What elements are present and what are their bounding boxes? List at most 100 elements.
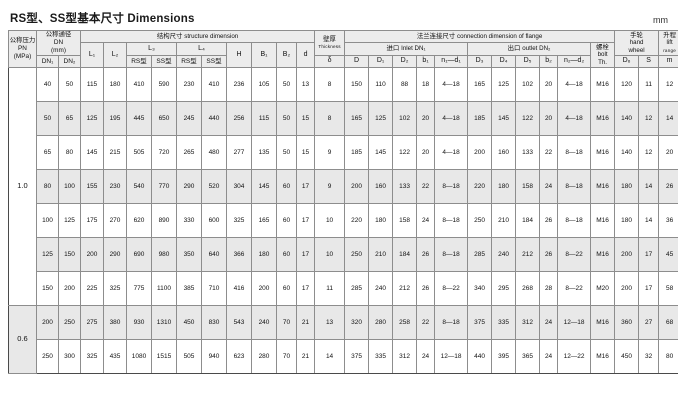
cell-H: 277 <box>226 135 252 170</box>
cell-H: 236 <box>226 67 252 102</box>
cell-m: 14 <box>658 101 678 136</box>
cell-B2: 50 <box>276 135 297 170</box>
cell-B1: 135 <box>251 135 277 170</box>
header-dn1: DN₁ <box>36 55 59 68</box>
cell-D3: 375 <box>467 305 493 340</box>
cell-d: 15 <box>295 135 316 170</box>
cell-L3ss: 650 <box>151 101 177 136</box>
cell-H: 416 <box>226 271 252 306</box>
header-D6: D₆ <box>614 55 640 68</box>
cell-m: 20 <box>658 135 678 170</box>
cell-B1: 280 <box>251 339 277 374</box>
cell-b2: 28 <box>539 271 559 306</box>
header-handwheel-en1: hand <box>629 39 644 47</box>
cell-nd2: 8—22 <box>557 237 592 272</box>
cell-m: 45 <box>658 237 678 272</box>
cell-b2: 24 <box>539 305 559 340</box>
cell-L3ss: 890 <box>151 203 177 238</box>
cell-D2: 258 <box>392 305 418 340</box>
cell-d: 21 <box>295 305 316 340</box>
cell-nd2: 8—18 <box>557 203 592 238</box>
cell-th: M16 <box>590 237 616 272</box>
cell-D: 200 <box>344 169 370 204</box>
title-row: RS型、SS型基本尺寸 Dimensions mm <box>8 6 670 26</box>
header-structure-en: structure dimension <box>184 32 239 40</box>
cell-d: 13 <box>295 67 316 102</box>
cell-b2: 26 <box>539 203 559 238</box>
header-handwheel-en2: wheel <box>628 46 645 54</box>
header-b1: b₁ <box>416 55 436 68</box>
cell-dn1: 50 <box>36 101 59 136</box>
cell-S: 12 <box>638 101 660 136</box>
cell-L3ss: 1515 <box>151 339 177 374</box>
cell-dn1: 40 <box>36 67 59 102</box>
cell-B2: 50 <box>276 101 297 136</box>
cell-D2: 102 <box>392 101 418 136</box>
cell-D5: 184 <box>515 203 541 238</box>
table-row: 50 65 125 195 445 650 245 440 256 115 50 15 8 165 125 1… <box>9 101 678 136</box>
cell-b2: 22 <box>539 135 559 170</box>
cell-D5: 268 <box>515 271 541 306</box>
header-thickness-en: Thickness <box>318 44 341 49</box>
cell-nd1: 4—18 <box>434 101 469 136</box>
table-row: 150 200 225 325 775 1100 385 710 416 200 60 17 11 285… <box>9 271 678 306</box>
cell-D3: 250 <box>467 203 493 238</box>
cell-D: 220 <box>344 203 370 238</box>
cell-dn1: 125 <box>36 237 59 272</box>
cell-L1: 325 <box>80 339 104 374</box>
cell-L1: 175 <box>80 203 104 238</box>
cell-H: 623 <box>226 339 252 374</box>
cell-D4: 160 <box>491 135 517 170</box>
cell-dn1: 150 <box>36 271 59 306</box>
cell-th: M20 <box>590 271 616 306</box>
header-d: d <box>295 42 316 68</box>
cell-D1: 280 <box>368 305 394 340</box>
cell-d: 21 <box>295 339 316 374</box>
unit-note: mm <box>653 15 668 25</box>
header-D3: D₃ <box>467 55 493 68</box>
cell-D1: 145 <box>368 135 394 170</box>
cell-nd1: 12—18 <box>434 339 469 374</box>
cell-delta: 8 <box>314 67 346 102</box>
header-lift: 升程 lift range <box>658 30 678 56</box>
cell-B2: 60 <box>276 271 297 306</box>
header-nd2: n₂—d₂ <box>557 55 592 68</box>
cell-nd1: 8—18 <box>434 237 469 272</box>
cell-dn2: 65 <box>58 101 81 136</box>
cell-nd1: 4—18 <box>434 67 469 102</box>
cell-L3ss: 980 <box>151 237 177 272</box>
header-bolt-sym: Th. <box>598 58 608 66</box>
cell-H: 366 <box>226 237 252 272</box>
cell-H: 256 <box>226 101 252 136</box>
cell-D6: 140 <box>614 101 640 136</box>
cell-d: 17 <box>295 169 316 204</box>
cell-D: 320 <box>344 305 370 340</box>
cell-D3: 440 <box>467 339 493 374</box>
header-D5: D₅ <box>515 55 541 68</box>
cell-delta: 13 <box>314 305 346 340</box>
cell-L1: 115 <box>80 67 104 102</box>
cell-S: 11 <box>638 67 660 102</box>
cell-b2: 26 <box>539 237 559 272</box>
cell-L3rs: 620 <box>126 203 152 238</box>
cell-L4ss: 830 <box>201 305 227 340</box>
cell-D1: 160 <box>368 169 394 204</box>
cell-S: 32 <box>638 339 660 374</box>
cell-m: 12 <box>658 67 678 102</box>
cell-th: M16 <box>590 169 616 204</box>
cell-delta: 10 <box>314 203 346 238</box>
cell-B1: 200 <box>251 271 277 306</box>
cell-D6: 120 <box>614 67 640 102</box>
header-dn-cn: 公称通径 <box>45 31 72 39</box>
cell-D: 185 <box>344 135 370 170</box>
cell-D: 375 <box>344 339 370 374</box>
cell-dn2: 300 <box>58 339 81 374</box>
cell-D2: 312 <box>392 339 418 374</box>
dimensions-table: 公称压力 PN (MPa) 公称通径 DN (mm) 结构尺寸 structur… <box>8 30 678 374</box>
cell-D6: 180 <box>614 203 640 238</box>
header-dn2: DN₂ <box>58 55 81 68</box>
cell-L4ss: 940 <box>201 339 227 374</box>
cell-L4ss: 520 <box>201 169 227 204</box>
cell-L3ss: 1310 <box>151 305 177 340</box>
cell-th: M16 <box>590 67 616 102</box>
